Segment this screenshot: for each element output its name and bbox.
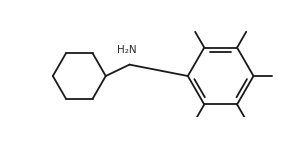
Text: H₂N: H₂N [118, 45, 137, 55]
